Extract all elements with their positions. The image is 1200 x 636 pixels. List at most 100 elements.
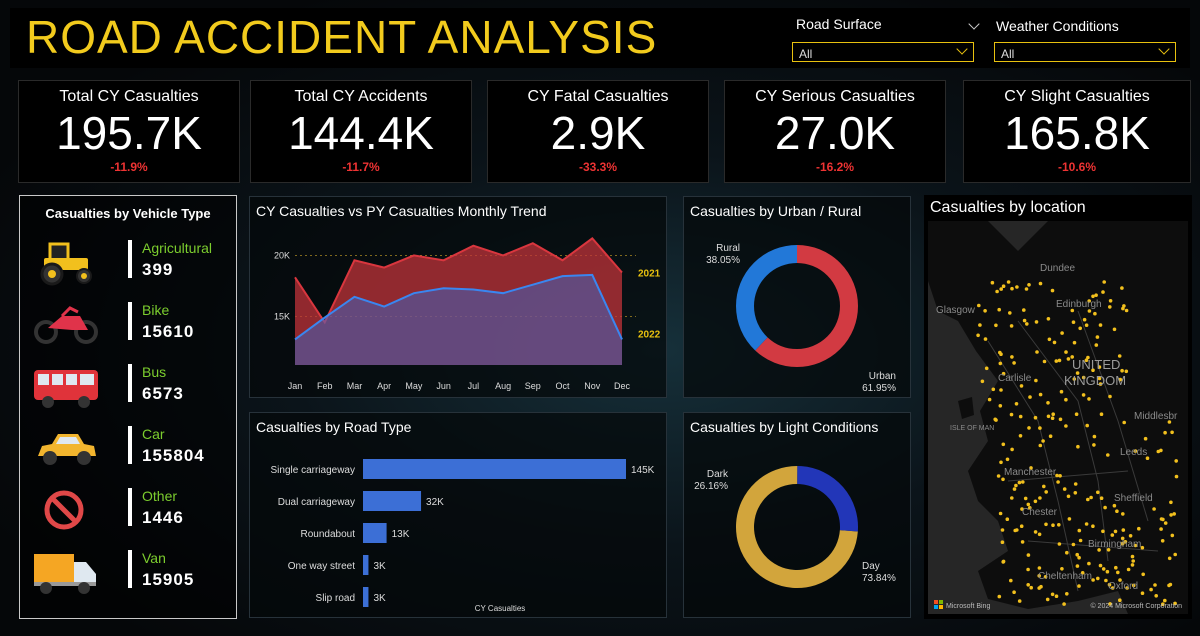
accident-point[interactable] [1099, 412, 1104, 416]
bar[interactable] [363, 491, 422, 511]
chevron-down-icon[interactable] [956, 43, 968, 55]
accident-point[interactable] [1121, 512, 1125, 516]
accident-point[interactable] [1131, 583, 1136, 588]
accident-point[interactable] [1086, 497, 1090, 502]
accident-point[interactable] [1038, 392, 1043, 397]
accident-point[interactable] [1101, 529, 1105, 534]
accident-point[interactable] [1091, 578, 1095, 582]
accident-point[interactable] [999, 287, 1003, 291]
road-surface-dropdown[interactable]: All [792, 42, 974, 62]
accident-point[interactable] [1095, 335, 1100, 339]
accident-point[interactable] [1130, 563, 1135, 567]
accident-point[interactable] [1044, 522, 1048, 527]
accident-point[interactable] [1014, 483, 1018, 488]
accident-point[interactable] [1051, 412, 1055, 416]
accident-point[interactable] [1137, 526, 1141, 531]
accident-point[interactable] [1124, 308, 1129, 313]
accident-point[interactable] [1087, 397, 1091, 401]
accident-point[interactable] [1010, 286, 1014, 291]
accident-point[interactable] [1051, 523, 1055, 527]
accident-point[interactable] [1045, 597, 1050, 602]
accident-point[interactable] [1140, 545, 1145, 550]
accident-point[interactable] [1110, 533, 1115, 537]
accident-point[interactable] [1075, 564, 1080, 568]
accident-point[interactable] [1121, 528, 1126, 532]
line-series-2021[interactable] [294, 237, 623, 325]
accident-point[interactable] [1149, 587, 1153, 592]
accident-point[interactable] [1091, 368, 1095, 372]
accident-point[interactable] [1167, 420, 1172, 424]
accident-point[interactable] [1169, 500, 1173, 505]
accident-point[interactable] [1122, 304, 1126, 308]
accident-point[interactable] [1009, 412, 1014, 417]
accident-point[interactable] [1159, 448, 1163, 453]
accident-point[interactable] [1097, 376, 1102, 381]
accident-point[interactable] [999, 460, 1003, 465]
accident-point[interactable] [1021, 480, 1025, 484]
accident-point[interactable] [1118, 578, 1122, 582]
accident-point[interactable] [1152, 507, 1156, 511]
accident-point[interactable] [1103, 505, 1107, 510]
bar[interactable] [363, 587, 369, 607]
accident-point[interactable] [1000, 540, 1005, 544]
accident-point[interactable] [1066, 494, 1071, 499]
accident-point[interactable] [1086, 355, 1090, 360]
accident-point[interactable] [1114, 565, 1118, 570]
accident-point[interactable] [1041, 439, 1045, 443]
accident-point[interactable] [1112, 327, 1117, 332]
accident-point[interactable] [1161, 602, 1165, 606]
accident-point[interactable] [1001, 284, 1006, 288]
accident-point[interactable] [1113, 529, 1118, 534]
accident-point[interactable] [1062, 602, 1066, 606]
accident-point[interactable] [977, 303, 981, 308]
accident-point[interactable] [1012, 590, 1016, 594]
accident-point[interactable] [1060, 331, 1064, 335]
accident-point[interactable] [1123, 540, 1128, 544]
accident-point[interactable] [1071, 542, 1076, 547]
accident-point[interactable] [1037, 566, 1042, 570]
accident-point[interactable] [1067, 517, 1072, 521]
accident-point[interactable] [1074, 412, 1079, 416]
bar[interactable] [363, 555, 369, 575]
accident-point[interactable] [1072, 340, 1077, 345]
accident-point[interactable] [1015, 528, 1019, 532]
accident-point[interactable] [1084, 522, 1089, 526]
accident-point[interactable] [1170, 533, 1175, 538]
accident-point[interactable] [1066, 357, 1071, 361]
accident-point[interactable] [1001, 371, 1006, 376]
accident-point[interactable] [1096, 490, 1100, 495]
accident-point[interactable] [996, 474, 1001, 478]
accident-point[interactable] [1038, 281, 1043, 286]
accident-point[interactable] [1044, 490, 1048, 494]
accident-point[interactable] [1012, 487, 1017, 491]
accident-point[interactable] [1008, 311, 1012, 315]
accident-point[interactable] [1019, 384, 1024, 388]
accident-point[interactable] [1106, 548, 1111, 552]
accident-point[interactable] [1099, 496, 1104, 501]
accident-point[interactable] [1042, 359, 1047, 364]
accident-point[interactable] [1172, 512, 1176, 516]
accident-point[interactable] [1117, 354, 1122, 358]
chevron-down-icon[interactable] [1158, 43, 1170, 55]
accident-point[interactable] [1102, 280, 1106, 284]
accident-point[interactable] [1131, 559, 1135, 563]
accident-point[interactable] [1046, 317, 1051, 321]
accident-point[interactable] [1001, 442, 1006, 447]
accident-point[interactable] [1126, 567, 1131, 572]
accident-point[interactable] [1084, 358, 1089, 362]
donut-slice-rural[interactable] [736, 245, 858, 367]
bar[interactable] [363, 523, 387, 543]
accident-point[interactable] [1091, 524, 1095, 528]
accident-point[interactable] [1006, 280, 1011, 284]
accident-point[interactable] [1087, 299, 1091, 303]
accident-point[interactable] [1133, 543, 1138, 548]
accident-point[interactable] [1014, 402, 1019, 406]
accident-point[interactable] [1078, 326, 1082, 331]
accident-point[interactable] [1097, 365, 1102, 369]
weather-conditions-slicer[interactable]: Weather Conditions All [994, 16, 1184, 62]
accident-point[interactable] [1034, 320, 1039, 324]
accident-point[interactable] [1037, 532, 1042, 537]
accident-point[interactable] [1159, 517, 1164, 521]
accident-point[interactable] [1106, 453, 1110, 457]
accident-point[interactable] [1108, 602, 1112, 606]
